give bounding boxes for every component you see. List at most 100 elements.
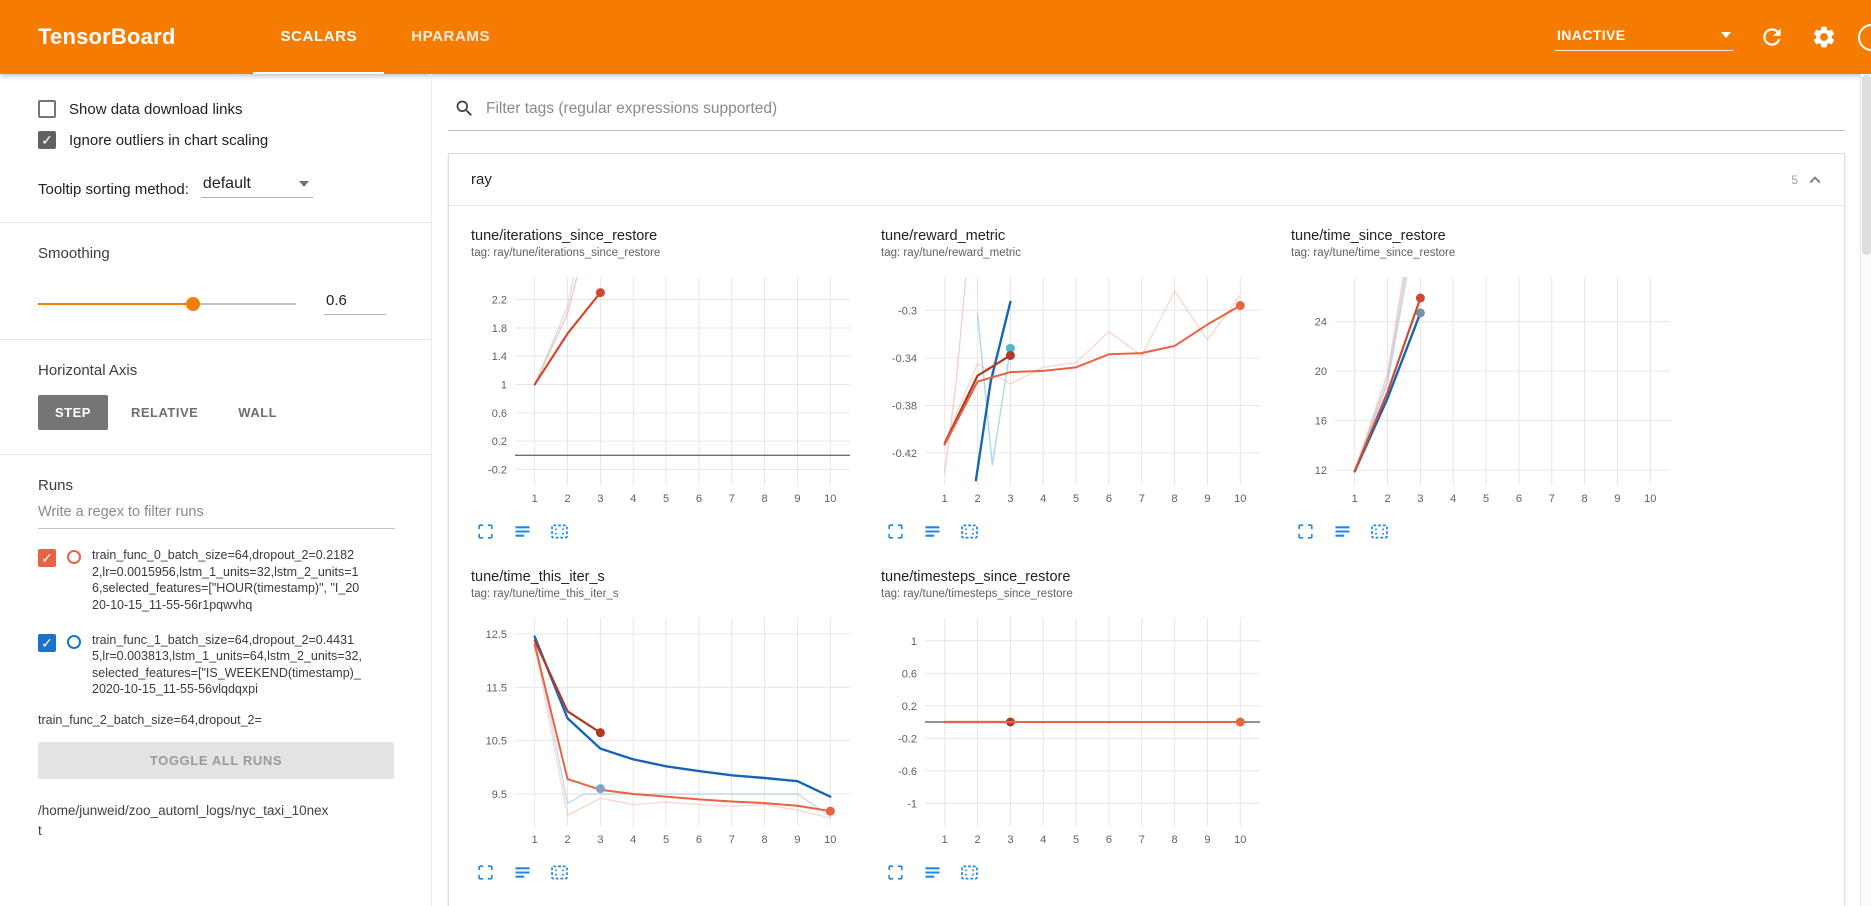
checkbox-label: Ignore outliers in chart scaling bbox=[69, 131, 269, 149]
run-checkbox[interactable]: ✓ bbox=[38, 633, 56, 652]
svg-text:3: 3 bbox=[597, 834, 603, 846]
chart-plot[interactable]: 1 2 3 4 5 6 7 8 9 10 -1 -0.6 -0.2 0.2 0.6 1 bbox=[881, 606, 1276, 856]
svg-text:2: 2 bbox=[1384, 493, 1390, 505]
chevron-down-icon bbox=[298, 181, 309, 187]
app-header: TensorBoard SCALARS HPARAMS INACTIVE bbox=[0, 0, 1871, 74]
chart-tag: tag: ray/tune/iterations_since_restore bbox=[471, 247, 661, 259]
toggle-all-runs-button[interactable]: TOGGLE ALL RUNS bbox=[38, 742, 394, 779]
checkbox-label: Show data download links bbox=[69, 100, 243, 118]
tag-group-header[interactable]: ray 5 bbox=[449, 154, 1844, 206]
reload-status-value: INACTIVE bbox=[1557, 27, 1626, 43]
svg-text:0.6: 0.6 bbox=[492, 408, 507, 420]
svg-text:9: 9 bbox=[794, 834, 800, 846]
svg-text:8: 8 bbox=[762, 493, 768, 505]
tooltip-sorting-dropdown[interactable]: default bbox=[200, 175, 313, 198]
chart-toolbar bbox=[473, 519, 871, 543]
expand-chart-icon[interactable] bbox=[473, 519, 497, 543]
fit-domain-icon[interactable] bbox=[547, 860, 571, 884]
checkbox[interactable]: ✓ bbox=[38, 131, 56, 149]
expand-chart-icon[interactable] bbox=[473, 860, 497, 884]
svg-text:2: 2 bbox=[974, 834, 980, 846]
chart-title: tune/iterations_since_restore bbox=[471, 228, 658, 244]
chart-title: tune/time_since_restore bbox=[1291, 228, 1446, 244]
svg-text:7: 7 bbox=[729, 834, 735, 846]
svg-text:0.6: 0.6 bbox=[902, 668, 917, 680]
horizontal-axis-buttons: STEP RELATIVE WALL bbox=[38, 395, 395, 430]
runs-filter-input[interactable] bbox=[38, 494, 395, 529]
run-solo-radio[interactable] bbox=[67, 634, 81, 649]
svg-text:24: 24 bbox=[1315, 317, 1327, 329]
run-checkbox[interactable]: ✓ bbox=[38, 549, 56, 567]
svg-text:7: 7 bbox=[1139, 834, 1145, 846]
expand-chart-icon[interactable] bbox=[883, 860, 907, 884]
svg-text:16: 16 bbox=[1315, 416, 1327, 428]
run-item[interactable]: ✓ train_func_0_batch_size=64,dropout_2=0.… bbox=[38, 547, 395, 614]
smoothing-slider[interactable] bbox=[38, 296, 296, 312]
svg-text:5: 5 bbox=[663, 493, 669, 505]
toggle-runs-icon[interactable] bbox=[920, 860, 944, 884]
tooltip-sorting-label: Tooltip sorting method: bbox=[38, 181, 189, 198]
app-title: TensorBoard bbox=[38, 24, 176, 49]
svg-text:5: 5 bbox=[1073, 834, 1079, 846]
svg-text:9: 9 bbox=[1204, 834, 1210, 846]
smoothing-slider-thumb[interactable] bbox=[185, 296, 200, 311]
chart-plot[interactable]: 1 2 3 4 5 6 7 8 9 10 -0.42 -0.38 -0.34 -0.3 bbox=[881, 265, 1276, 515]
vertical-scrollbar[interactable] bbox=[1860, 74, 1871, 906]
svg-text:4: 4 bbox=[630, 834, 636, 846]
svg-text:2: 2 bbox=[974, 493, 980, 505]
charts-grid: tune/iterations_since_restore tag: ray/t… bbox=[449, 206, 1844, 906]
fit-domain-icon[interactable] bbox=[957, 860, 981, 884]
smoothing-value[interactable]: 0.6 bbox=[324, 292, 386, 315]
svg-text:2: 2 bbox=[564, 834, 570, 846]
toggle-runs-icon[interactable] bbox=[920, 519, 944, 543]
tab-scalars[interactable]: SCALARS bbox=[253, 0, 385, 74]
tag-filter-input[interactable] bbox=[486, 99, 1843, 118]
svg-text:6: 6 bbox=[1106, 834, 1112, 846]
chevron-up-icon[interactable] bbox=[1804, 169, 1826, 191]
fit-domain-icon[interactable] bbox=[957, 519, 981, 543]
axis-option-wall[interactable]: WALL bbox=[221, 395, 294, 430]
refresh-icon[interactable] bbox=[1759, 24, 1785, 50]
svg-text:3: 3 bbox=[1007, 834, 1013, 846]
chart-toolbar bbox=[883, 519, 1281, 543]
svg-text:1: 1 bbox=[942, 493, 948, 505]
main-content: ray 5 tune/iterations_since_restore tag:… bbox=[432, 74, 1871, 906]
fit-domain-icon[interactable] bbox=[1367, 519, 1391, 543]
svg-text:9: 9 bbox=[794, 493, 800, 505]
toggle-runs-icon[interactable] bbox=[510, 860, 534, 884]
fit-domain-icon[interactable] bbox=[547, 519, 571, 543]
svg-text:2.2: 2.2 bbox=[492, 295, 507, 307]
chart-card: tune/time_this_iter_s tag: ray/tune/time… bbox=[471, 569, 871, 884]
run-item[interactable]: train_func_2_batch_size=64,dropout_2= bbox=[38, 712, 395, 732]
expand-chart-icon[interactable] bbox=[1293, 519, 1317, 543]
svg-text:-1: -1 bbox=[907, 798, 917, 810]
svg-text:9: 9 bbox=[1614, 493, 1620, 505]
run-item[interactable]: ✓ train_func_1_batch_size=64,dropout_2=0.… bbox=[38, 632, 395, 699]
svg-text:8: 8 bbox=[762, 834, 768, 846]
toggle-runs-icon[interactable] bbox=[1330, 519, 1354, 543]
help-icon[interactable] bbox=[1858, 24, 1871, 51]
log-directory-path: /home/junweid/zoo_automl_logs/nyc_taxi_1… bbox=[38, 803, 329, 838]
checkbox[interactable] bbox=[38, 100, 56, 118]
search-icon bbox=[456, 100, 472, 116]
tab-hparams[interactable]: HPARAMS bbox=[411, 27, 491, 45]
svg-text:-0.2: -0.2 bbox=[898, 733, 917, 745]
chart-plot[interactable]: 1 2 3 4 5 6 7 8 9 10 -0.2 0.2 0.6 1 1.4 1.8 2.2 bbox=[471, 265, 866, 515]
svg-text:1: 1 bbox=[532, 834, 538, 846]
run-solo-radio[interactable] bbox=[67, 550, 81, 564]
expand-chart-icon[interactable] bbox=[883, 519, 907, 543]
svg-text:3: 3 bbox=[1007, 493, 1013, 505]
svg-text:5: 5 bbox=[1483, 493, 1489, 505]
horizontal-axis-label: Horizontal Axis bbox=[38, 362, 138, 379]
chart-plot[interactable]: 1 2 3 4 5 6 7 8 9 10 9.5 10.5 11.5 12.5 bbox=[471, 606, 866, 856]
toggle-runs-icon[interactable] bbox=[510, 519, 534, 543]
axis-option-step[interactable]: STEP bbox=[38, 395, 108, 430]
reload-status-dropdown[interactable]: INACTIVE bbox=[1555, 23, 1733, 51]
chart-tag: tag: ray/tune/time_this_iter_s bbox=[471, 588, 619, 600]
settings-gear-icon[interactable] bbox=[1811, 24, 1837, 50]
svg-text:8: 8 bbox=[1172, 834, 1178, 846]
svg-text:4: 4 bbox=[1040, 493, 1046, 505]
tooltip-sorting-value: default bbox=[202, 175, 251, 192]
axis-option-relative[interactable]: RELATIVE bbox=[114, 395, 215, 430]
